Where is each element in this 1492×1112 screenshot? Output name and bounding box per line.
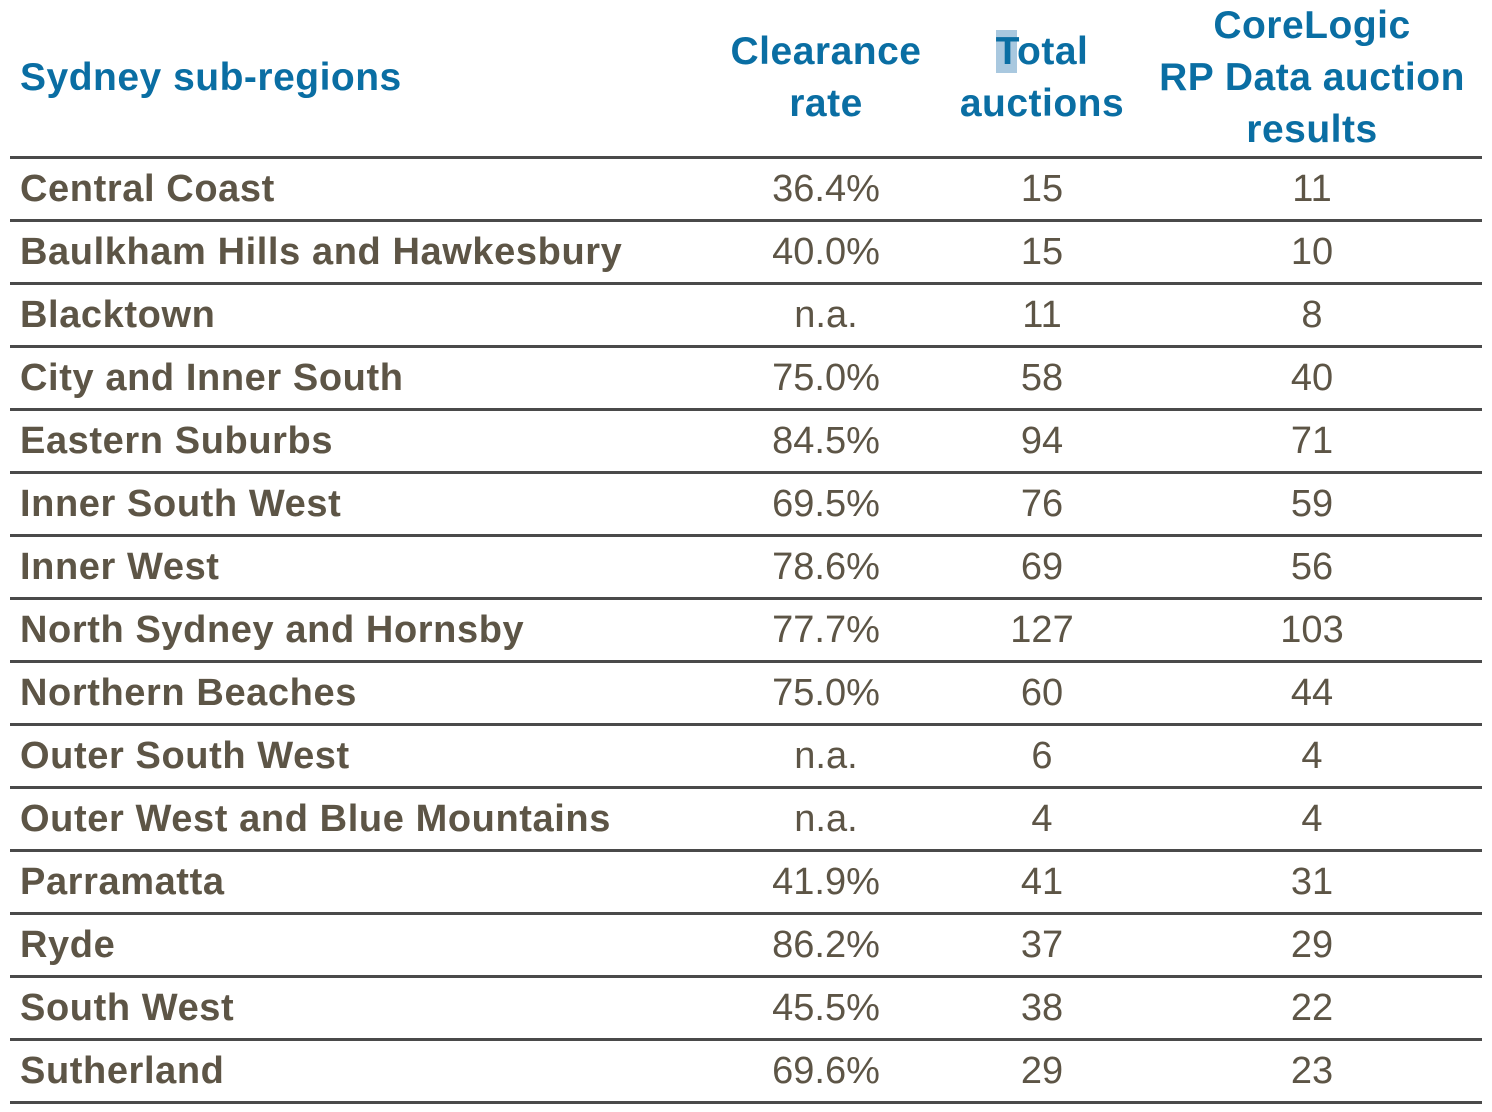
cell-corelogic-results: 4	[1142, 724, 1482, 789]
header-clearance-line1: Clearance	[730, 30, 922, 73]
cell-corelogic-results: 44	[1142, 661, 1482, 726]
cell-total-auctions: 37	[942, 913, 1142, 978]
table-row: South West 45.5% 38 22	[10, 976, 1482, 1041]
table-row: Parramatta 41.9% 41 31	[10, 850, 1482, 915]
cell-corelogic-results: 40	[1142, 346, 1482, 411]
table-row: City and Inner South 75.0% 58 40	[10, 346, 1482, 411]
cell-clearance-rate: 45.5%	[710, 976, 942, 1041]
table-row: Inner South West 69.5% 76 59	[10, 472, 1482, 537]
cell-clearance-rate: 40.0%	[710, 220, 942, 285]
cell-clearance-rate: 41.9%	[710, 850, 942, 915]
table-row: Ryde 86.2% 37 29	[10, 913, 1482, 978]
cell-corelogic-results: 56	[1142, 535, 1482, 600]
cell-corelogic-results: 59	[1142, 472, 1482, 537]
header-region-label: Sydney sub-regions	[20, 56, 402, 99]
header-corelogic-results: CoreLogic RP Data auction results	[1142, 0, 1482, 159]
table-row: Eastern Suburbs 84.5% 94 71	[10, 409, 1482, 474]
cell-region: Outer South West	[10, 724, 710, 789]
cell-clearance-rate: n.a.	[710, 787, 942, 852]
cell-clearance-rate: 69.6%	[710, 1039, 942, 1104]
table-row: Northern Beaches 75.0% 60 44	[10, 661, 1482, 726]
header-total-highlighted-letter: T	[995, 30, 1018, 73]
cell-corelogic-results: 11	[1142, 157, 1482, 222]
cell-clearance-rate: 86.2%	[710, 913, 942, 978]
cell-clearance-rate: 36.4%	[710, 157, 942, 222]
header-corelogic-line1: CoreLogic	[1213, 4, 1411, 47]
cell-corelogic-results: 10	[1142, 220, 1482, 285]
cell-region: Parramatta	[10, 850, 710, 915]
cell-clearance-rate: n.a.	[710, 724, 942, 789]
cell-clearance-rate: 78.6%	[710, 535, 942, 600]
table-row: Outer West and Blue Mountains n.a. 4 4	[10, 787, 1482, 852]
table-row: Sutherland 69.6% 29 23	[10, 1039, 1482, 1104]
cell-region: South West	[10, 976, 710, 1041]
cell-corelogic-results: 8	[1142, 283, 1482, 348]
table-row: Blacktown n.a. 11 8	[10, 283, 1482, 348]
cell-corelogic-results: 22	[1142, 976, 1482, 1041]
cell-total-auctions: 29	[942, 1039, 1142, 1104]
table-row: Inner West 78.6% 69 56	[10, 535, 1482, 600]
cell-region: Inner South West	[10, 472, 710, 537]
cell-total-auctions: 127	[942, 598, 1142, 663]
cell-clearance-rate: 84.5%	[710, 409, 942, 474]
header-total-line2: auctions	[959, 82, 1125, 125]
cell-region: City and Inner South	[10, 346, 710, 411]
cell-region: Inner West	[10, 535, 710, 600]
table-row: Baulkham Hills and Hawkesbury 40.0% 15 10	[10, 220, 1482, 285]
table-row: Central Coast 36.4% 15 11	[10, 157, 1482, 222]
cell-total-auctions: 41	[942, 850, 1142, 915]
cell-region: Outer West and Blue Mountains	[10, 787, 710, 852]
header-clearance-line2: rate	[789, 82, 863, 125]
table-header: Sydney sub-regions Clearance rate Total …	[10, 0, 1482, 159]
header-total-auctions: Total auctions	[942, 0, 1142, 159]
cell-total-auctions: 15	[942, 220, 1142, 285]
cell-corelogic-results: 31	[1142, 850, 1482, 915]
cell-total-auctions: 58	[942, 346, 1142, 411]
cell-total-auctions: 4	[942, 787, 1142, 852]
cell-clearance-rate: 75.0%	[710, 661, 942, 726]
cell-clearance-rate: n.a.	[710, 283, 942, 348]
auction-results-table: Sydney sub-regions Clearance rate Total …	[10, 0, 1482, 1104]
cell-corelogic-results: 4	[1142, 787, 1482, 852]
cell-region: Baulkham Hills and Hawkesbury	[10, 220, 710, 285]
table-body: Central Coast 36.4% 15 11 Baulkham Hills and…	[10, 157, 1482, 1104]
cell-total-auctions: 38	[942, 976, 1142, 1041]
header-row: Sydney sub-regions Clearance rate Total …	[10, 0, 1482, 159]
cell-total-auctions: 60	[942, 661, 1142, 726]
cell-corelogic-results: 23	[1142, 1039, 1482, 1104]
cell-region: Ryde	[10, 913, 710, 978]
header-clearance-rate: Clearance rate	[710, 0, 942, 159]
cell-region: Sutherland	[10, 1039, 710, 1104]
auction-results-table-container: Sydney sub-regions Clearance rate Total …	[10, 0, 1482, 1104]
cell-region: Eastern Suburbs	[10, 409, 710, 474]
cell-clearance-rate: 77.7%	[710, 598, 942, 663]
cell-total-auctions: 69	[942, 535, 1142, 600]
table-row: Outer South West n.a. 6 4	[10, 724, 1482, 789]
cell-total-auctions: 94	[942, 409, 1142, 474]
cell-total-auctions: 76	[942, 472, 1142, 537]
header-corelogic-line3: results	[1246, 108, 1378, 151]
table-row: North Sydney and Hornsby 77.7% 127 103	[10, 598, 1482, 663]
cell-total-auctions: 6	[942, 724, 1142, 789]
cell-clearance-rate: 69.5%	[710, 472, 942, 537]
header-sydney-sub-regions: Sydney sub-regions	[10, 0, 710, 159]
cell-total-auctions: 15	[942, 157, 1142, 222]
cell-corelogic-results: 71	[1142, 409, 1482, 474]
cell-corelogic-results: 103	[1142, 598, 1482, 663]
cell-region: North Sydney and Hornsby	[10, 598, 710, 663]
header-corelogic-line2: RP Data auction	[1159, 56, 1465, 99]
cell-clearance-rate: 75.0%	[710, 346, 942, 411]
cell-region: Blacktown	[10, 283, 710, 348]
header-total-line1-rest: otal	[1017, 30, 1089, 73]
cell-total-auctions: 11	[942, 283, 1142, 348]
cell-region: Northern Beaches	[10, 661, 710, 726]
cell-region: Central Coast	[10, 157, 710, 222]
cell-corelogic-results: 29	[1142, 913, 1482, 978]
